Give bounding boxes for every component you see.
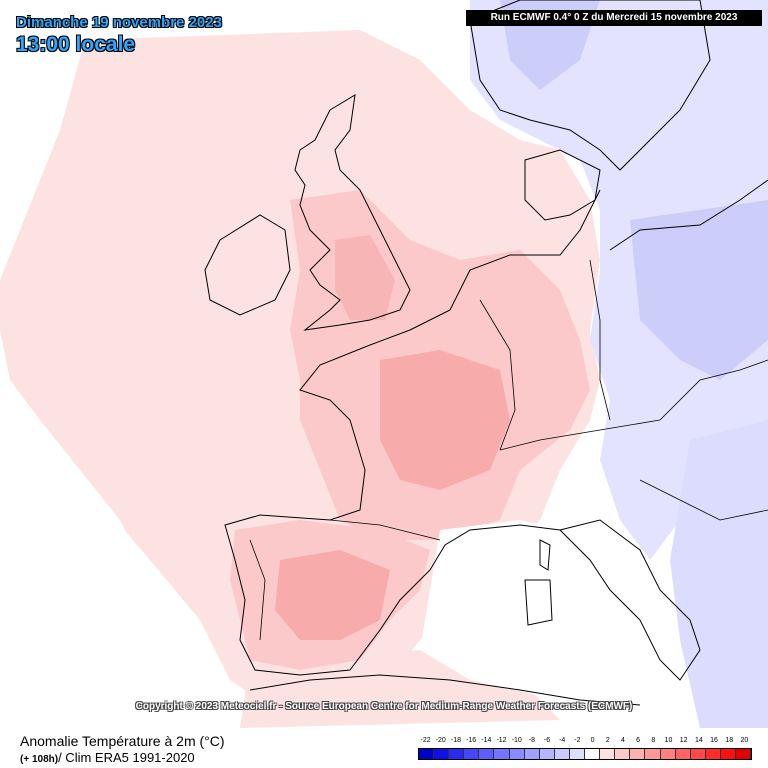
border-france-germany: [479, 299, 516, 451]
color-scale-swatch: [735, 749, 752, 759]
color-scale-tick-label: 4: [621, 737, 625, 744]
color-scale-tick-label: -8: [528, 737, 535, 744]
coast-italy: [559, 519, 701, 681]
color-scale-swatch: [720, 749, 736, 759]
forecast-time: 13:00 locale: [16, 33, 136, 56]
coast-great-britain: [294, 94, 411, 331]
color-scale-swatch: [449, 749, 465, 759]
color-scale-swatch: [509, 749, 525, 759]
color-scale-swatch: [524, 749, 540, 759]
color-scale-tick-label: 8: [651, 737, 656, 744]
coast-scandinavia: [469, 0, 711, 171]
color-scale-swatch: [675, 749, 691, 759]
color-scale: -22 -20 -18 -16 -14 -12 -10 -8 -6 -4 -2 0 2 4 6 8 10 12 14…: [418, 737, 752, 763]
color-scale-tick-label: 0: [590, 737, 595, 744]
anomaly-zone-neutral-atlantic: [0, 390, 230, 700]
color-scale-tick-label: -20: [435, 737, 446, 744]
color-scale-swatch: [690, 749, 706, 759]
color-scale-bar: [418, 748, 752, 760]
legend-title: Anomalie Température à 2m (°C): [20, 733, 225, 749]
border-balkans: [639, 479, 768, 521]
color-scale-tick-label: 14: [694, 737, 703, 744]
anomaly-map: [0, 0, 768, 728]
color-scale-tick-label: -6: [543, 737, 551, 744]
color-scale-swatch: [479, 749, 495, 759]
color-scale-tick-label: -18: [450, 737, 462, 744]
color-scale-swatch: [494, 749, 510, 759]
color-scale-swatch: [569, 749, 586, 759]
color-scale-swatch: [645, 749, 661, 759]
color-scale-swatch: [585, 749, 601, 759]
color-scale-tick-label: -4: [559, 737, 566, 744]
color-scale-tick-label: -14: [481, 737, 492, 744]
borders: [249, 259, 768, 641]
color-scale-tick-label: 20: [740, 737, 749, 744]
anomaly-zone-warm-strong-uk: [335, 235, 395, 320]
color-scale-tick-label: -2: [574, 737, 581, 744]
color-scale-tick-label: -10: [511, 737, 522, 744]
anomaly-zone-warm-strong-spain: [275, 550, 390, 640]
anomaly-zone-neutral-med: [420, 520, 660, 700]
color-scale-tick-label: -22: [420, 737, 431, 744]
legend-lead-time: (+ 108h): [20, 754, 59, 765]
color-scale-tick-label: -16: [466, 737, 477, 744]
coast-sardinia: [524, 579, 553, 626]
border-germany-poland: [589, 259, 611, 421]
color-scale-tick-label: 12: [679, 737, 688, 744]
color-scale-tick-label: 2: [605, 737, 610, 744]
color-scale-swatch: [630, 749, 646, 759]
color-scale-swatch: [554, 749, 570, 759]
border-portugal: [249, 539, 266, 641]
forecast-date: Dimanche 19 novembre 2023: [16, 14, 222, 31]
color-scale-tick-label: -12: [496, 737, 507, 744]
anomaly-zone-warm-strong-france: [380, 350, 510, 490]
color-scale-swatch: [600, 749, 616, 759]
border-eastern: [659, 359, 768, 421]
color-scale-labels: -22 -20 -18 -16 -14 -12 -10 -8 -6 -4 -2 0 2 4 6 8 10 12 14…: [418, 737, 752, 747]
coast-north-africa: [249, 674, 641, 706]
color-scale-tick-label: 10: [664, 737, 673, 744]
coast-ireland: [204, 214, 291, 316]
color-scale-swatch: [660, 749, 676, 759]
anomaly-zone-cold-core-east: [630, 200, 768, 380]
color-scale-swatch: [615, 749, 631, 759]
color-scale-tick-label: 18: [725, 737, 734, 744]
color-scale-tick-label: 6: [636, 737, 641, 744]
legend-subtitle: (+ 108h)/ Clim ERA5 1991-2020: [20, 750, 195, 765]
color-scale-tick-label: 16: [710, 737, 718, 744]
coast-corsica: [539, 539, 551, 571]
border-alps: [499, 419, 661, 451]
coast-western-continent: [224, 189, 601, 676]
copyright-notice: Copyright © 2023 Meteociel.fr - Source E…: [135, 701, 633, 712]
coast-baltic: [609, 179, 768, 251]
model-run-label: Run ECMWF 0.4° 0 Z du Mercredi 15 novemb…: [466, 10, 762, 26]
color-scale-swatch: [705, 749, 721, 759]
coast-denmark: [524, 149, 601, 221]
coastlines: [204, 0, 768, 706]
color-scale-swatch: [434, 749, 450, 759]
color-scale-swatch: [539, 749, 555, 759]
anomaly-zone-cold-north: [470, 0, 768, 560]
anomaly-zone-cold-balkans: [670, 420, 768, 728]
border-france-spain: [329, 519, 441, 541]
color-scale-swatch: [464, 749, 480, 759]
color-scale-swatch: [419, 749, 435, 759]
legend-climatology: / Clim ERA5 1991-2020: [58, 750, 195, 765]
